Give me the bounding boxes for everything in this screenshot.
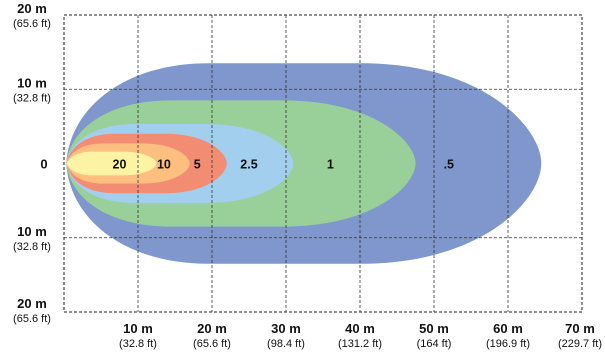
isoline-label: 5 bbox=[194, 158, 201, 172]
x-tick-label: 20 m bbox=[197, 321, 227, 336]
y-tick-sublabel: (65.6 ft) bbox=[13, 313, 51, 325]
isoline-label: .5 bbox=[444, 158, 454, 172]
y-tick-label: 20 m bbox=[17, 296, 47, 311]
isoline-area-20 bbox=[66, 151, 157, 176]
y-tick-sublabel: (32.8 ft) bbox=[13, 92, 51, 104]
x-tick-sublabel: (32.8 ft) bbox=[119, 338, 157, 350]
x-tick-sublabel: (65.6 ft) bbox=[193, 338, 231, 350]
x-tick-label: 60 m bbox=[493, 321, 523, 336]
y-tick-sublabel: (65.6 ft) bbox=[13, 18, 51, 30]
y-tick-label: 10 m bbox=[17, 224, 47, 239]
y-axis-labels: 20 m (65.6 ft) 10 m (32.8 ft) 0 10 m (32.8 ft)… bbox=[13, 1, 51, 325]
x-tick-sublabel: (98.4 ft) bbox=[267, 338, 305, 350]
y-tick-label: 0 bbox=[40, 157, 47, 172]
isoline-label: 10 bbox=[157, 158, 171, 172]
isoline-areas bbox=[66, 63, 542, 264]
isoline-label: 20 bbox=[113, 158, 127, 172]
isoline-labels: .5 1 2.5 5 10 20 bbox=[113, 158, 455, 172]
x-tick-label: 10 m bbox=[123, 321, 153, 336]
isoline-label: 2.5 bbox=[240, 158, 257, 172]
grid-lines bbox=[63, 14, 583, 313]
x-tick-sublabel: (229.7 ft) bbox=[558, 338, 602, 350]
x-tick-label: 30 m bbox=[271, 321, 301, 336]
y-tick-label: 20 m bbox=[17, 1, 47, 16]
x-tick-sublabel: (164 ft) bbox=[417, 338, 452, 350]
y-tick-label: 10 m bbox=[17, 75, 47, 90]
plot-frame bbox=[63, 14, 583, 313]
x-tick-label: 40 m bbox=[345, 321, 375, 336]
y-tick-sublabel: (32.8 ft) bbox=[13, 241, 51, 253]
isoline-label: 1 bbox=[327, 158, 334, 172]
x-tick-label: 70 m bbox=[565, 321, 595, 336]
x-tick-sublabel: (196.9 ft) bbox=[486, 338, 530, 350]
x-tick-sublabel: (131.2 ft) bbox=[338, 338, 382, 350]
x-axis-labels: 10 m (32.8 ft) 20 m (65.6 ft) 30 m (98.4 ft) 4… bbox=[119, 321, 602, 350]
x-tick-label: 50 m bbox=[419, 321, 449, 336]
